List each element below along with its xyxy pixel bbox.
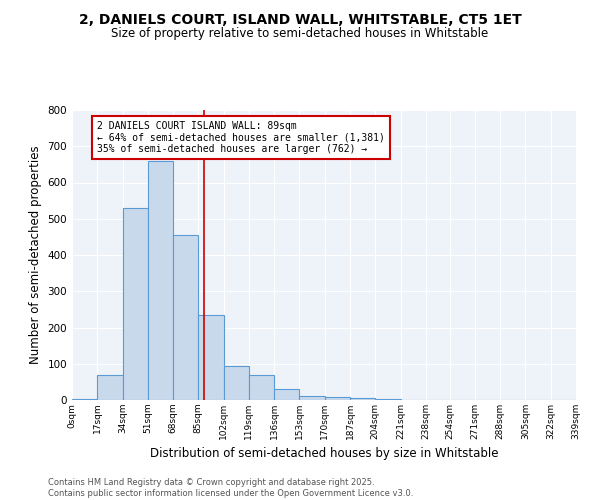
- Bar: [97, 374, 122, 400]
- Text: 2 DANIELS COURT ISLAND WALL: 89sqm
← 64% of semi-detached houses are smaller (1,: 2 DANIELS COURT ISLAND WALL: 89sqm ← 64%…: [97, 121, 385, 154]
- Bar: [224, 366, 249, 400]
- Bar: [375, 399, 401, 400]
- Bar: [350, 398, 375, 400]
- Bar: [148, 161, 173, 400]
- Bar: [249, 376, 274, 400]
- Bar: [199, 315, 224, 400]
- X-axis label: Distribution of semi-detached houses by size in Whitstable: Distribution of semi-detached houses by …: [150, 448, 498, 460]
- Text: Contains HM Land Registry data © Crown copyright and database right 2025.
Contai: Contains HM Land Registry data © Crown c…: [48, 478, 413, 498]
- Text: 2, DANIELS COURT, ISLAND WALL, WHITSTABLE, CT5 1ET: 2, DANIELS COURT, ISLAND WALL, WHITSTABL…: [79, 12, 521, 26]
- Y-axis label: Number of semi-detached properties: Number of semi-detached properties: [29, 146, 42, 364]
- Bar: [173, 235, 199, 400]
- Text: Size of property relative to semi-detached houses in Whitstable: Size of property relative to semi-detach…: [112, 28, 488, 40]
- Bar: [299, 396, 325, 400]
- Bar: [122, 208, 148, 400]
- Bar: [274, 389, 299, 400]
- Bar: [325, 397, 350, 400]
